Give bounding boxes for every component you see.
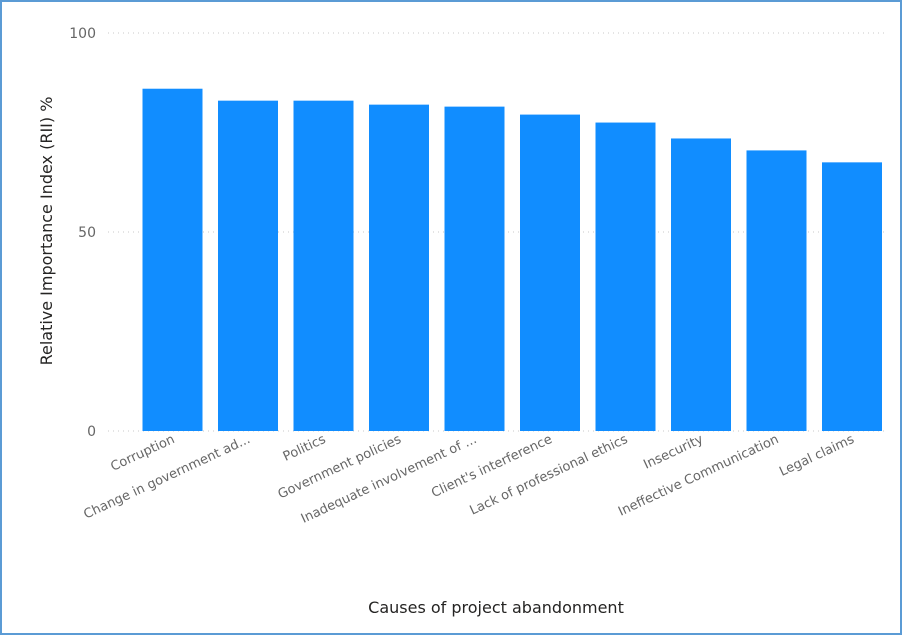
bar[interactable]	[142, 88, 203, 431]
y-tick-label: 50	[78, 225, 96, 241]
bar[interactable]	[444, 106, 505, 431]
y-tick-label: 100	[69, 26, 96, 42]
x-axis-title: Causes of project abandonment	[368, 598, 624, 617]
bar[interactable]	[595, 122, 656, 432]
bar[interactable]	[218, 100, 278, 431]
bar[interactable]	[671, 138, 731, 431]
x-tick-label: Legal claims	[777, 432, 857, 480]
x-tick-label: Client's interference	[429, 432, 554, 501]
bars	[142, 88, 882, 432]
bar[interactable]	[822, 162, 882, 431]
x-tick-label: Government policies	[276, 432, 404, 502]
bar[interactable]	[369, 104, 429, 431]
bar[interactable]	[293, 100, 354, 431]
y-tick-label: 0	[87, 424, 96, 440]
y-axis-title: Relative Importance Index (RII) %	[37, 97, 56, 366]
bar[interactable]	[746, 150, 807, 431]
y-axis-ticks: 0 50 100	[69, 26, 96, 440]
x-tick-label: Politics	[281, 432, 328, 465]
bar[interactable]	[520, 114, 580, 431]
x-tick-label: Insecurity	[641, 432, 706, 473]
